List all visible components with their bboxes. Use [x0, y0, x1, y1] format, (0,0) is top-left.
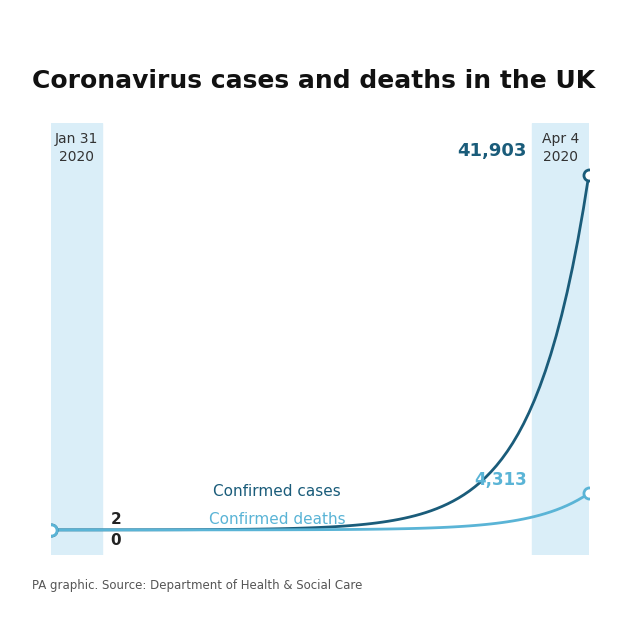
- Text: 41,903: 41,903: [458, 142, 527, 160]
- Text: Confirmed deaths: Confirmed deaths: [209, 512, 346, 528]
- Text: Apr 4
2020: Apr 4 2020: [542, 131, 579, 164]
- Text: 2: 2: [110, 512, 121, 527]
- Text: Coronavirus cases and deaths in the UK: Coronavirus cases and deaths in the UK: [32, 68, 595, 93]
- Text: 0: 0: [110, 532, 121, 547]
- Bar: [532, 123, 589, 555]
- Text: 4,313: 4,313: [474, 471, 527, 489]
- Text: Confirmed cases: Confirmed cases: [213, 484, 341, 499]
- Bar: [51, 123, 102, 555]
- Text: PA graphic. Source: Department of Health & Social Care: PA graphic. Source: Department of Health…: [32, 579, 362, 592]
- Text: Jan 31
2020: Jan 31 2020: [55, 131, 99, 164]
